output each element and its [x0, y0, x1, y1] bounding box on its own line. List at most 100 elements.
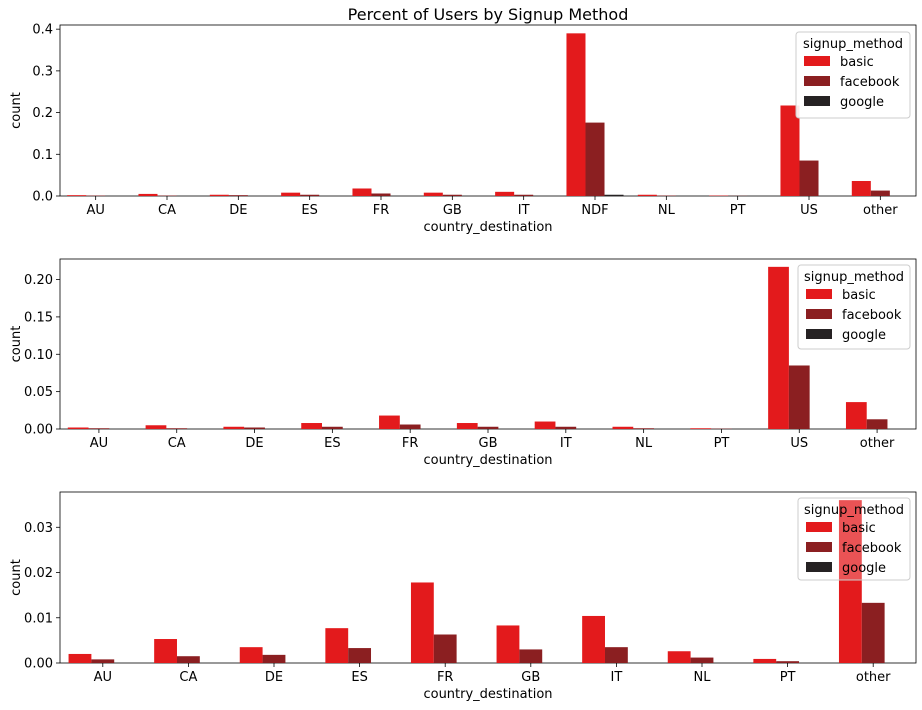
bar-basic-other — [846, 402, 867, 429]
y-tick-label: 0.15 — [24, 310, 53, 325]
legend-title: signup_method — [804, 503, 904, 518]
legend-swatch-facebook — [804, 76, 830, 86]
bar-basic-GB — [424, 193, 443, 196]
legend-label-facebook: facebook — [842, 541, 902, 556]
legend-swatch-facebook — [806, 309, 832, 319]
y-tick-label: 0.03 — [24, 521, 53, 536]
bar-facebook-AU — [91, 659, 114, 663]
bar-basic-GB — [457, 423, 478, 429]
y-tick-label: 0.02 — [24, 566, 53, 581]
legend-label-basic: basic — [842, 521, 876, 536]
bar-facebook-CA — [177, 656, 200, 663]
x-tick-label: FR — [373, 203, 390, 218]
x-tick-label: ES — [351, 670, 367, 685]
legend-label-facebook: facebook — [842, 308, 902, 323]
x-tick-label: PT — [714, 436, 730, 451]
bar-basic-FR — [352, 188, 371, 196]
bar-facebook-NL — [691, 658, 714, 663]
legend-title: signup_method — [804, 270, 904, 285]
bar-basic-NDF — [566, 33, 585, 196]
legend-label-basic: basic — [840, 55, 874, 70]
y-tick-label: 0.05 — [24, 385, 53, 400]
bar-basic-PT — [753, 659, 776, 663]
y-tick-label: 0.10 — [24, 348, 53, 363]
x-tick-label: US — [790, 436, 808, 451]
bar-facebook-IT — [605, 647, 628, 663]
y-axis-label: count — [9, 559, 24, 596]
legend-swatch-google — [806, 329, 832, 339]
y-tick-label: 0.01 — [24, 611, 53, 626]
legend-label-basic: basic — [842, 288, 876, 303]
legend-title: signup_method — [803, 37, 903, 52]
bar-basic-IT — [582, 616, 605, 663]
bar-basic-CA — [146, 425, 167, 429]
bar-basic-IT — [495, 192, 514, 196]
legend-swatch-basic — [804, 56, 830, 66]
legend-label-google: google — [842, 328, 886, 343]
y-tick-label: 0.00 — [24, 423, 53, 438]
bar-basic-AU — [68, 428, 89, 429]
x-tick-label: other — [856, 670, 891, 685]
y-tick-label: 0.20 — [24, 273, 53, 288]
x-tick-label: GB — [443, 203, 462, 218]
bar-basic-FR — [379, 416, 400, 429]
bar-basic-CA — [154, 639, 177, 663]
y-tick-label: 0.3 — [32, 64, 53, 79]
x-tick-label: IT — [611, 670, 623, 685]
bar-basic-NL — [668, 651, 691, 663]
y-tick-label: 0.2 — [32, 106, 53, 121]
bar-facebook-other — [871, 191, 890, 196]
bar-facebook-ES — [300, 195, 319, 196]
bar-facebook-IT — [555, 427, 576, 429]
bar-facebook-IT — [514, 195, 533, 196]
bar-facebook-FR — [434, 635, 457, 664]
x-tick-label: FR — [402, 436, 419, 451]
x-tick-label: US — [800, 203, 818, 218]
x-tick-label: ES — [301, 203, 317, 218]
bar-google-NDF — [605, 195, 624, 196]
x-tick-label: DE — [229, 203, 247, 218]
x-tick-label: AU — [94, 670, 112, 685]
legend-swatch-basic — [806, 289, 832, 299]
y-tick-label: 0.1 — [32, 148, 53, 163]
bar-facebook-GB — [443, 195, 462, 196]
bar-facebook-other — [862, 603, 885, 663]
x-axis-label: country_destination — [423, 220, 552, 235]
x-tick-label: IT — [518, 203, 530, 218]
legend-swatch-basic — [806, 522, 832, 532]
bar-basic-PT — [690, 428, 711, 429]
x-tick-label: CA — [168, 436, 186, 451]
x-tick-label: PT — [780, 670, 796, 685]
x-tick-label: AU — [90, 436, 108, 451]
bar-basic-NL — [638, 195, 657, 196]
bar-facebook-FR — [400, 425, 421, 429]
bar-basic-GB — [497, 625, 520, 663]
bar-facebook-GB — [519, 649, 542, 663]
legend-swatch-facebook — [806, 542, 832, 552]
x-tick-label: NL — [635, 436, 653, 451]
x-tick-label: other — [860, 436, 895, 451]
y-tick-label: 0.00 — [24, 657, 53, 672]
x-tick-label: FR — [437, 670, 454, 685]
bar-facebook-NDF — [585, 123, 604, 196]
bar-facebook-ES — [322, 427, 343, 429]
bar-basic-ES — [281, 193, 300, 196]
legend-swatch-google — [804, 96, 830, 106]
legend-swatch-google — [806, 562, 832, 572]
bar-facebook-AU — [89, 428, 110, 429]
bar-basic-ES — [325, 628, 348, 663]
bar-basic-US — [768, 267, 789, 429]
bar-basic-CA — [138, 194, 157, 196]
bar-basic-DE — [210, 195, 229, 196]
bar-facebook-US — [789, 365, 810, 429]
x-tick-label: CA — [179, 670, 197, 685]
bar-facebook-US — [799, 161, 818, 196]
bar-facebook-DE — [229, 195, 248, 196]
y-axis-label: count — [9, 326, 24, 363]
bar-facebook-CA — [166, 428, 187, 429]
bar-facebook-ES — [348, 648, 371, 663]
x-tick-label: AU — [86, 203, 104, 218]
bar-facebook-DE — [263, 655, 286, 663]
